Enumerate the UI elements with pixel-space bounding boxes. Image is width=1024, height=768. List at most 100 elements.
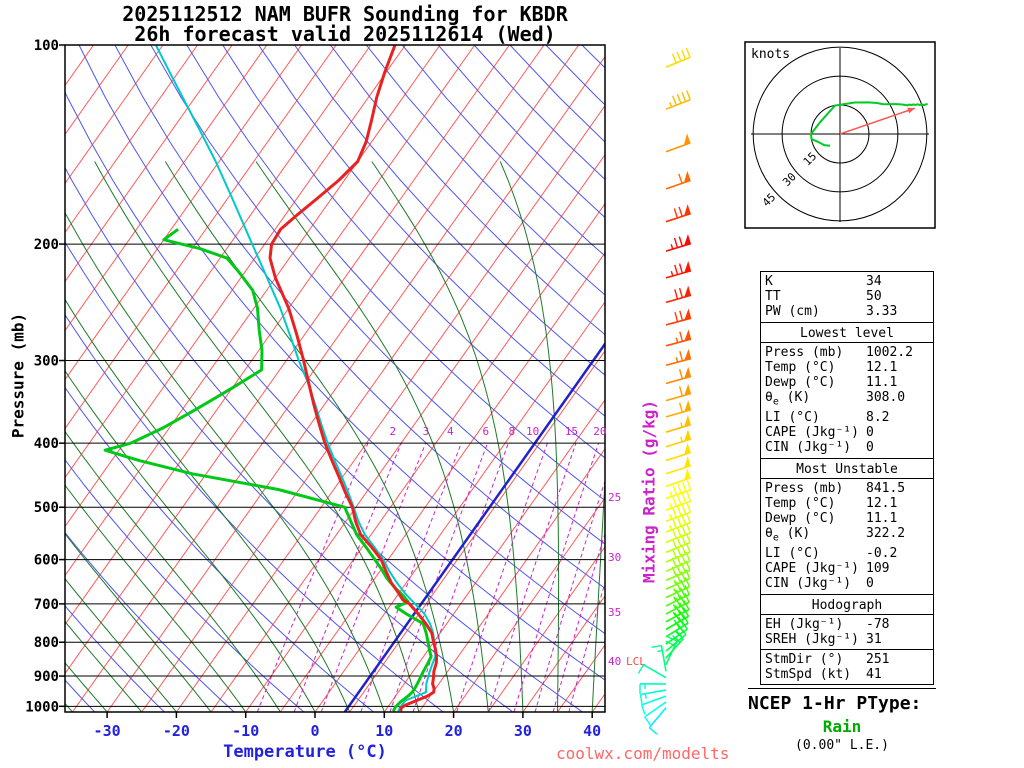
temp-tick-label: -20 [163, 722, 190, 740]
temp-tick-labels: -30 -20 -10 0 10 20 30 40 [94, 712, 601, 740]
stat-label: Temp (°C) [765, 495, 836, 511]
chart-border [64, 44, 606, 713]
stat-row: Press (mb) 1002.2 [765, 345, 929, 360]
stat-label: Press (mb) [765, 344, 844, 360]
stats-section-header: Hodograph [761, 597, 933, 615]
stat-value: 50 [866, 289, 882, 305]
stat-label: LI (°C) [765, 410, 820, 426]
ptype-amount: (0.00" L.E.) [795, 738, 889, 753]
stat-row: CIN (Jkg⁻¹) 0 [765, 576, 929, 591]
stat-row: CIN (Jkg⁻¹) 0 [765, 440, 929, 455]
temp-tick-label: 30 [514, 722, 532, 740]
stats-section-header: Lowest level [761, 325, 933, 343]
chart-title-line1: 2025112512 NAM BUFR Sounding for KBDR [122, 2, 568, 26]
mixing-ratio-label: 25 [608, 491, 621, 504]
stat-label: Dewp (°C) [765, 511, 836, 527]
stat-value: 12.1 [866, 495, 898, 511]
stat-value: 1002.2 [866, 344, 913, 360]
stat-row: LI (°C) 8.2 [765, 410, 929, 425]
mixing-ratio-label: 4 [447, 425, 454, 438]
temperature-curve [268, 45, 439, 712]
mixing-ratio-label: 30 [608, 551, 621, 564]
pressure-tick-label: 400 [34, 436, 59, 452]
stats-section: Hodograph EH (Jkg⁻¹) -78 SREH (Jkg⁻¹) 31 StmD… [760, 593, 934, 686]
stat-row: θe (K) 322.2 [765, 526, 929, 546]
ptype-heading: NCEP 1-Hr PType: [748, 688, 936, 714]
stat-label: Dewp (°C) [765, 375, 836, 391]
mixing-ratio-label: 10 [526, 425, 539, 438]
stat-value: 8.2 [866, 410, 890, 426]
stat-value: 308.0 [866, 390, 906, 406]
stat-value: 109 [866, 561, 890, 577]
stat-label: Press (mb) [765, 480, 844, 496]
stat-value: 322.2 [866, 526, 906, 542]
stat-value: 34 [866, 274, 882, 289]
stat-label: θe (K) [765, 390, 811, 408]
stat-value: 0 [866, 425, 874, 441]
mixing-ratio-label: 8 [509, 425, 516, 438]
mixing-ratio-label: 20 [593, 425, 606, 438]
stat-label: EH (Jkg⁻¹) [765, 616, 844, 632]
dewpoint-curve [103, 228, 433, 712]
stat-row: Dewp (°C) 11.1 [765, 375, 929, 390]
temp-tick-label: -10 [232, 722, 259, 740]
pressure-tick-label: 600 [34, 553, 59, 569]
temp-tick-label: 20 [445, 722, 463, 740]
mixing-ratio-label: 35 [608, 606, 621, 619]
stat-row: EH (Jkg⁻¹) -78 [765, 617, 929, 632]
dry-adiabats-layer [65, 45, 605, 712]
lcl-label: LCL [626, 655, 646, 668]
stat-value: 12.1 [866, 359, 898, 375]
stat-row: Temp (°C) 12.1 [765, 360, 929, 375]
mixing-ratio-labels: 2 3 4 6 8 10 15 20 25 30 35 40 [389, 425, 621, 668]
temp-tick-label: 40 [583, 722, 601, 740]
mixing-ratio-layer [256, 442, 605, 712]
stats-panel: K 34 TT 50 PW (cm) 3.33 Lowest level Press (mb)… [760, 271, 934, 686]
indices-box: K 34 TT 50 PW (cm) 3.33 [760, 271, 934, 323]
stat-row: TT 50 [765, 289, 929, 304]
pressure-tick-label: 500 [34, 500, 59, 516]
wind-barb-column [637, 47, 692, 735]
stat-row: Dewp (°C) 11.1 [765, 511, 929, 526]
temp-tick-label: 0 [310, 722, 319, 740]
pressure-tick-label: 200 [34, 237, 59, 253]
stat-row: LI (°C) -0.2 [765, 546, 929, 561]
stat-value: 0 [866, 576, 874, 592]
mixing-ratio-label: 6 [482, 425, 489, 438]
stat-row: StmDir (°) 251 [765, 652, 929, 667]
stat-row: Press (mb) 841.5 [765, 481, 929, 496]
stat-row: PW (cm) 3.33 [765, 304, 929, 319]
mixing-ratio-label: 2 [389, 425, 396, 438]
stat-value: 841.5 [866, 480, 906, 496]
temp-tick-label: -30 [94, 722, 121, 740]
stats-divider [761, 649, 933, 651]
parcel-trace-curve [155, 45, 437, 712]
watermark-credit: coolwx.com/modelts [556, 744, 730, 763]
pressure-tick-label: 300 [34, 354, 59, 370]
stat-row: SREH (Jkg⁻¹) 31 [765, 632, 929, 647]
stat-label: StmDir (°) [765, 652, 844, 668]
stat-row: CAPE (Jkg⁻¹) 109 [765, 561, 929, 576]
stat-value: 41 [866, 667, 882, 683]
pressure-tick-labels: 100 200 300 400 500 600 700 800 900 1000 [25, 38, 65, 715]
stat-label: CAPE (Jkg⁻¹) [765, 425, 859, 441]
pressure-tick-label: 800 [34, 635, 59, 651]
mixing-ratio-label: 40 [608, 655, 621, 668]
mixing-ratio-label: 3 [423, 425, 430, 438]
reference-isotherm [343, 341, 605, 712]
stats-section: Lowest level Press (mb) 1002.2 Temp (°C) 12.… [760, 321, 934, 459]
stat-value: 11.1 [866, 511, 898, 527]
ptype-value: Rain [822, 717, 862, 736]
storm-motion-vector [839, 107, 916, 135]
stat-label: CIN (Jkg⁻¹) [765, 576, 852, 592]
pressure-gridlines [65, 45, 605, 707]
stat-row: StmSpd (kt) 41 [765, 667, 929, 682]
pressure-tick-label: 700 [34, 597, 59, 613]
mixing-ratio-axis-title: Mixing Ratio (g/kg) [639, 399, 659, 584]
stat-label: LI (°C) [765, 546, 820, 562]
stats-section: Most Unstable Press (mb) 841.5 Temp (°C) 12.… [760, 457, 934, 595]
stat-value: 251 [866, 652, 890, 668]
stat-value: -78 [866, 616, 890, 632]
